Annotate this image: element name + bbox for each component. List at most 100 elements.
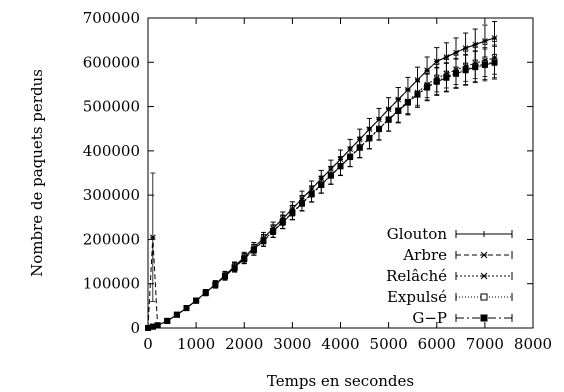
legend-marker [480, 272, 488, 280]
data-point-box [356, 144, 363, 151]
data-point [260, 237, 267, 244]
data-point-box [308, 191, 315, 198]
y-tick-label: 300000 [83, 186, 140, 204]
data-point [183, 305, 190, 312]
data-point [453, 70, 459, 77]
data-point [289, 209, 296, 216]
data-point-box [202, 289, 209, 296]
x-tick-label: 7000 [466, 335, 504, 353]
data-point-box [395, 108, 402, 114]
data-point-box [327, 172, 334, 179]
data-point [462, 45, 469, 51]
x-axis-title: Temps en secondes [267, 372, 414, 390]
legend-item: Relâché [386, 267, 513, 285]
data-point-box [453, 70, 459, 77]
data-point [491, 35, 498, 41]
data-point [202, 289, 209, 296]
legend-marker [480, 251, 488, 259]
data-point-box [404, 99, 411, 106]
x-tick-label: 6000 [418, 335, 456, 353]
data-point [424, 67, 430, 74]
data-point [433, 58, 440, 65]
legend-marker [480, 314, 488, 322]
legend-label: Relâché [386, 267, 447, 285]
legend: Glouton Arbre Relâché Expulsé G−P [386, 225, 513, 327]
data-point-box [250, 247, 257, 254]
data-point [453, 49, 459, 56]
y-tick-label: 500000 [83, 98, 140, 116]
x-tick-label: 4000 [321, 335, 359, 353]
data-point [327, 172, 334, 179]
data-point [299, 200, 305, 207]
y-tick-label: 100000 [83, 275, 140, 293]
data-point-box [424, 84, 431, 91]
data-point [356, 144, 363, 151]
y-tick-label: 700000 [83, 9, 140, 27]
data-point [424, 84, 431, 91]
data-point-box [193, 297, 200, 304]
data-point-box [337, 163, 344, 170]
data-point [395, 108, 402, 114]
data-point [149, 234, 156, 241]
data-point [318, 181, 325, 188]
legend-label: Arbre [402, 246, 447, 264]
legend-item: G−P [412, 309, 513, 327]
x-tick-label: 3000 [273, 335, 311, 353]
data-point-box [270, 228, 277, 235]
data-point [404, 99, 411, 106]
data-point [347, 154, 354, 161]
legend-marker-box [480, 314, 488, 322]
data-point [433, 78, 440, 85]
data-point [443, 74, 450, 81]
data-point-box [491, 59, 498, 66]
data-point-box [443, 74, 450, 81]
data-point-box [173, 311, 180, 318]
data-point-box [318, 181, 325, 188]
data-point [376, 126, 382, 133]
data-point [385, 116, 392, 123]
y-tick-label: 600000 [83, 53, 140, 71]
data-point [173, 311, 180, 318]
legend-label: G−P [412, 309, 447, 327]
data-point [366, 135, 373, 142]
data-point-box [212, 281, 219, 288]
data-point [241, 255, 248, 262]
data-point [462, 67, 469, 74]
legend-marker [481, 231, 487, 237]
series-5 [145, 45, 498, 331]
ticks-layer: 0 1000 2000 3000 4000 5000 6000 7000 8000 0 100000… [83, 9, 552, 353]
legend-marker [480, 293, 488, 301]
data-point-box [183, 305, 190, 312]
data-point-box [231, 264, 238, 271]
data-point [231, 264, 238, 271]
x-tick-label: 2000 [225, 335, 263, 353]
legend-marker-box [480, 293, 488, 301]
y-axis-title: Nombre de paquets perdus [28, 69, 46, 277]
data-point-box [260, 237, 267, 244]
data-point [270, 228, 277, 235]
data-point [414, 91, 421, 98]
data-point [222, 273, 228, 280]
data-point [193, 297, 200, 304]
data-point [472, 41, 479, 48]
data-point-box [347, 154, 354, 161]
data-point-box [366, 135, 373, 142]
legend-item: Expulsé [387, 288, 513, 306]
data-point [308, 191, 315, 198]
data-point-box [279, 219, 286, 226]
x-tick-label: 8000 [514, 335, 552, 353]
data-point [337, 163, 344, 170]
legend-item: Arbre [402, 246, 513, 264]
data-point-box [414, 91, 421, 98]
series-layer [145, 21, 498, 331]
data-point-box [164, 317, 171, 324]
data-point-box [222, 273, 228, 280]
x-tick-label: 5000 [370, 335, 408, 353]
legend-item: Glouton [387, 225, 513, 243]
data-point [279, 219, 286, 226]
y-tick-label: 200000 [83, 230, 140, 248]
data-point [482, 38, 488, 44]
data-point [250, 247, 257, 254]
